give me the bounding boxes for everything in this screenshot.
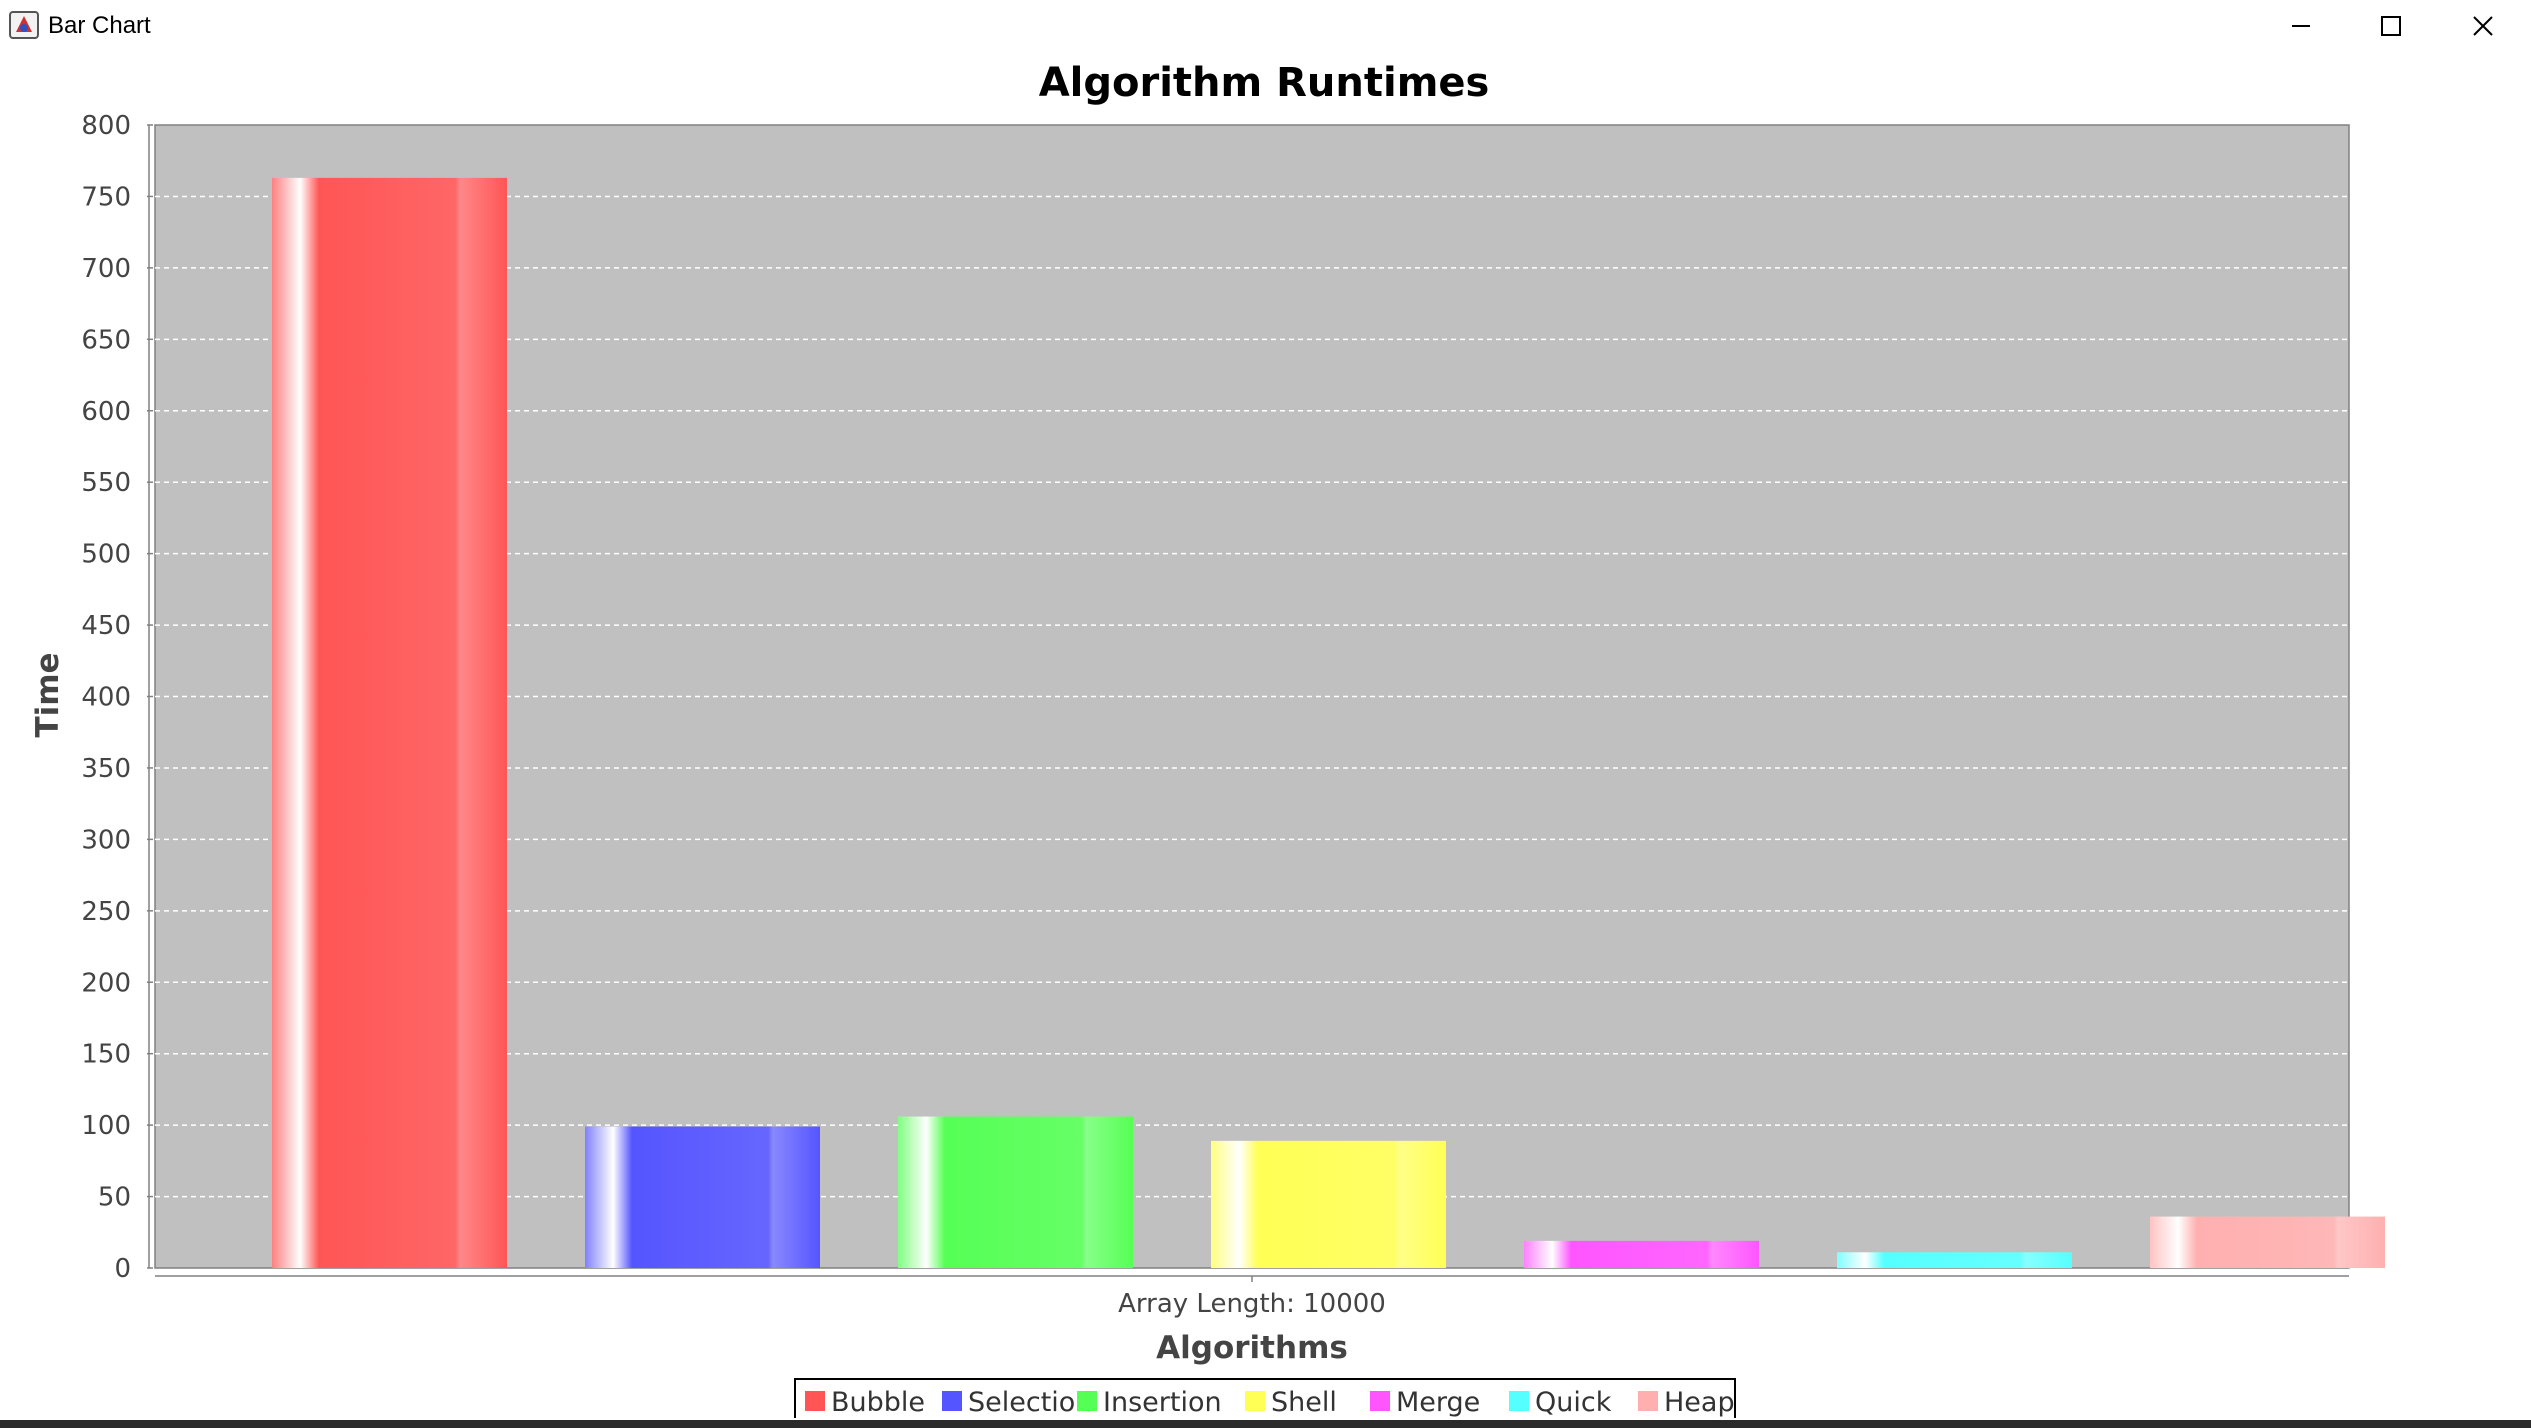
- legend-label-heap: Heap: [1664, 1387, 1735, 1418]
- legend-swatch-shell: [1245, 1391, 1265, 1411]
- y-tick-label: 300: [81, 825, 131, 855]
- bar-heap: [2150, 1216, 2385, 1268]
- x-axis-label: Algorithms: [1156, 1330, 1348, 1366]
- chart-title: Algorithm Runtimes: [1039, 60, 1490, 106]
- bar-chart: Algorithm Runtimes 0 50 100 150 200 250 300 350 4…: [30, 60, 2385, 1418]
- bar-selection: [585, 1126, 820, 1268]
- minimize-icon: [2292, 25, 2310, 27]
- window-title: Bar Chart: [48, 12, 151, 39]
- y-tick-label: 800: [81, 111, 131, 141]
- y-tick-label: 100: [81, 1111, 131, 1141]
- maximize-icon: [2381, 16, 2401, 36]
- legend-label-merge: Merge: [1396, 1387, 1480, 1418]
- legend-label-selection: Selection: [968, 1387, 1092, 1418]
- y-tick-label: 600: [81, 397, 131, 427]
- bar-quick: [1837, 1252, 2072, 1268]
- y-tick-label: 500: [81, 540, 131, 570]
- bar-insertion: [898, 1116, 1133, 1268]
- bar-bubble: [272, 177, 507, 1268]
- legend-swatch-heap: [1638, 1391, 1658, 1411]
- x-category-label: Array Length: 10000: [1118, 1289, 1386, 1319]
- close-icon: [2473, 16, 2493, 36]
- y-tick-label: 400: [81, 683, 131, 713]
- y-tick-label: 200: [81, 968, 131, 998]
- y-tick-label: 150: [81, 1040, 131, 1070]
- y-axis-label: Time: [30, 652, 66, 737]
- close-button[interactable]: [2438, 0, 2528, 52]
- java-app-icon: [9, 11, 39, 39]
- legend-swatch-bubble: [805, 1391, 825, 1411]
- legend-label-shell: Shell: [1271, 1387, 1337, 1418]
- y-tick-label: 750: [81, 182, 131, 212]
- y-tick-label: 550: [81, 468, 131, 498]
- window-titlebar: Bar Chart: [0, 0, 2531, 52]
- legend-swatch-quick: [1509, 1391, 1529, 1411]
- legend-swatch-merge: [1370, 1391, 1390, 1411]
- y-tick-label: 650: [81, 325, 131, 355]
- legend-label-bubble: Bubble: [831, 1387, 925, 1418]
- minimize-button[interactable]: [2256, 0, 2346, 52]
- window-bottom-edge: [0, 1420, 2531, 1428]
- y-tick-label: 0: [114, 1254, 131, 1284]
- legend-swatch-insertion: [1077, 1391, 1097, 1411]
- y-tick-label: 700: [81, 254, 131, 284]
- bar-merge: [1524, 1240, 1759, 1268]
- y-tick-label: 350: [81, 754, 131, 784]
- y-tick-label: 450: [81, 611, 131, 641]
- legend-swatch-selection: [942, 1391, 962, 1411]
- legend-label-insertion: Insertion: [1103, 1387, 1222, 1418]
- legend-label-quick: Quick: [1535, 1387, 1612, 1418]
- maximize-button[interactable]: [2346, 0, 2436, 52]
- bar-shell: [1211, 1140, 1446, 1268]
- y-tick-label: 250: [81, 897, 131, 927]
- y-tick-label: 50: [98, 1183, 131, 1213]
